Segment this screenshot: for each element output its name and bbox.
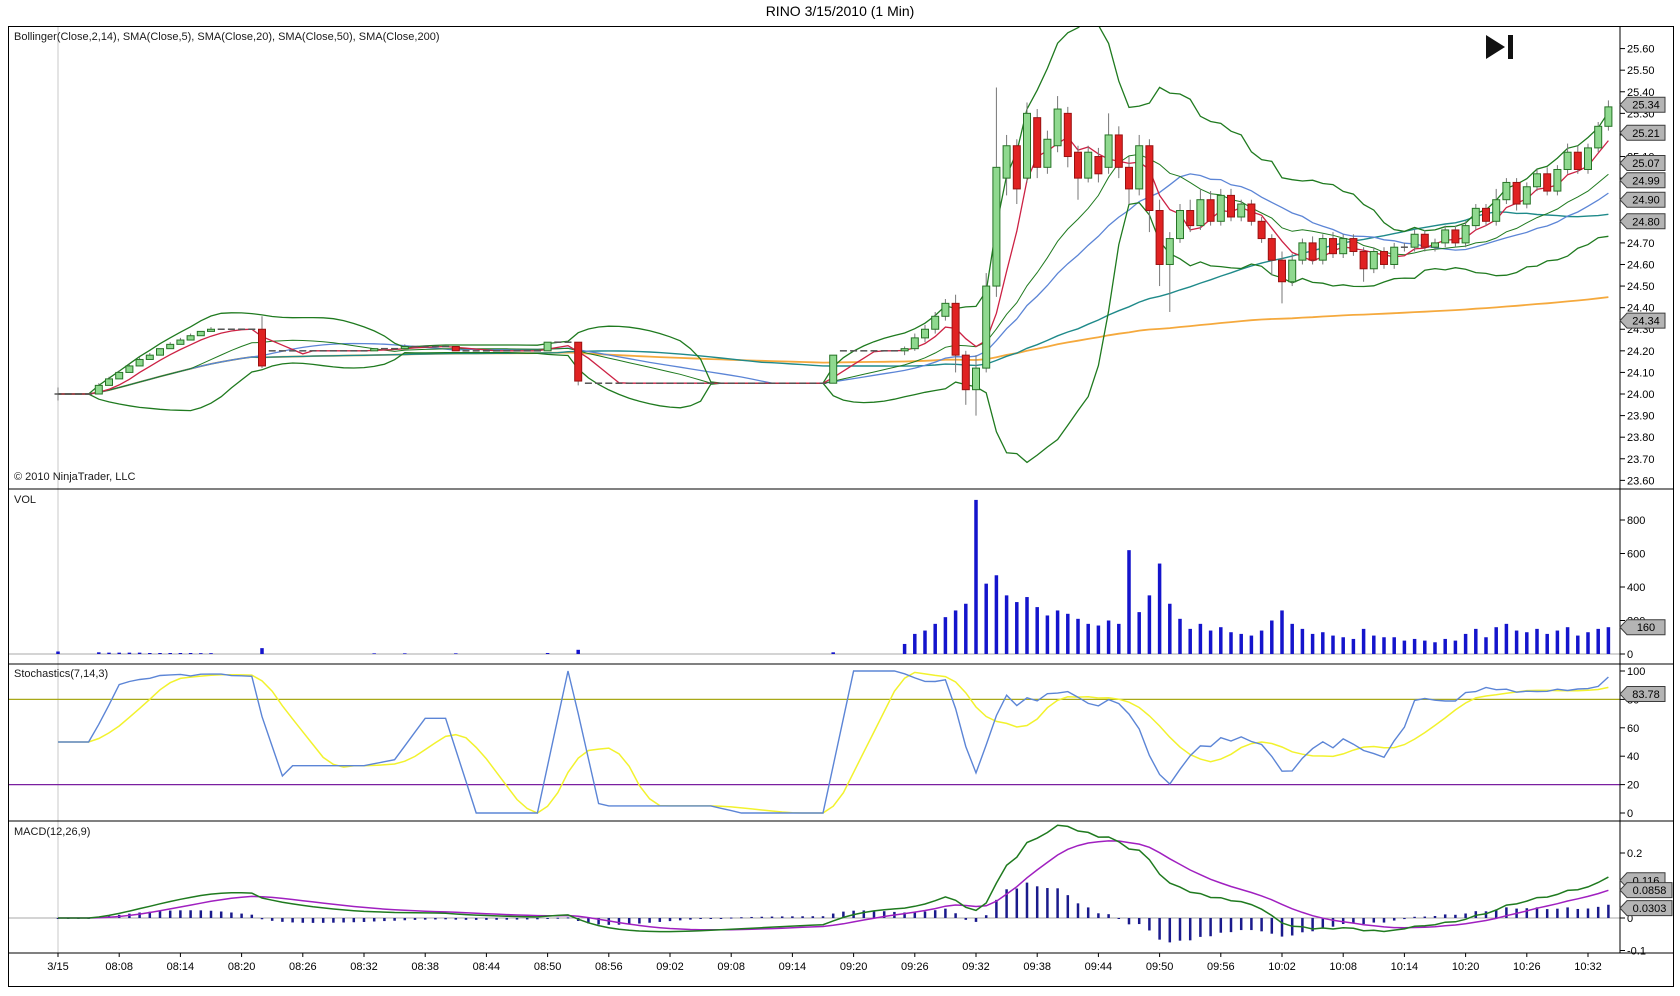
macd-main-line [58, 824, 1609, 933]
svg-text:0: 0 [1627, 913, 1633, 925]
svg-text:09:08: 09:08 [717, 961, 745, 973]
svg-text:25.07: 25.07 [1632, 158, 1660, 170]
svg-text:24.20: 24.20 [1627, 346, 1655, 358]
value-badge [1619, 900, 1673, 917]
svg-text:25.40: 25.40 [1627, 87, 1655, 99]
value-badge [1619, 96, 1666, 113]
chart-frame: 25.6025.5025.4025.3025.2025.1025.0024.90… [8, 26, 1674, 987]
svg-text:400: 400 [1627, 582, 1645, 594]
svg-text:24.34: 24.34 [1632, 316, 1660, 328]
svg-text:09:50: 09:50 [1146, 961, 1174, 973]
value-badge [1619, 686, 1666, 703]
svg-text:24.40: 24.40 [1627, 303, 1655, 315]
svg-text:24.60: 24.60 [1627, 259, 1655, 271]
svg-text:23.70: 23.70 [1627, 454, 1655, 466]
volume-panel-label: VOL [14, 494, 37, 506]
svg-text:23.90: 23.90 [1627, 411, 1655, 423]
play-to-end-icon[interactable] [1486, 35, 1513, 59]
svg-text:09:38: 09:38 [1023, 961, 1051, 973]
svg-text:800: 800 [1627, 515, 1645, 527]
svg-text:10:02: 10:02 [1268, 961, 1296, 973]
value-badge [1619, 213, 1666, 230]
svg-text:0: 0 [1627, 808, 1633, 820]
svg-text:08:44: 08:44 [473, 961, 501, 973]
price-panel[interactable] [58, 27, 1609, 464]
svg-text:25.60: 25.60 [1627, 44, 1655, 56]
svg-text:24.50: 24.50 [1627, 281, 1655, 293]
svg-text:09:20: 09:20 [840, 961, 868, 973]
svg-text:08:20: 08:20 [228, 961, 256, 973]
value-badge [1619, 155, 1666, 172]
svg-text:24.90: 24.90 [1632, 195, 1660, 207]
macd-signal-line [58, 840, 1609, 931]
bollinger-upper-line [58, 27, 1609, 395]
svg-text:10:32: 10:32 [1574, 961, 1602, 973]
svg-text:09:14: 09:14 [779, 961, 807, 973]
svg-text:160: 160 [1637, 622, 1655, 634]
svg-text:24.99: 24.99 [1632, 175, 1660, 187]
svg-text:23.80: 23.80 [1627, 432, 1655, 444]
value-badge [1619, 172, 1666, 189]
svg-text:08:38: 08:38 [411, 961, 439, 973]
svg-text:08:32: 08:32 [350, 961, 378, 973]
svg-text:08:50: 08:50 [534, 961, 562, 973]
svg-text:10:08: 10:08 [1329, 961, 1357, 973]
svg-text:0.2: 0.2 [1627, 848, 1642, 860]
value-badge [1619, 882, 1673, 899]
svg-text:20: 20 [1627, 780, 1639, 792]
svg-text:25.50: 25.50 [1627, 65, 1655, 77]
volume-panel[interactable] [9, 499, 1620, 655]
value-badge [1619, 312, 1666, 329]
svg-text:08:08: 08:08 [105, 961, 133, 973]
svg-text:10:26: 10:26 [1513, 961, 1541, 973]
svg-text:10:14: 10:14 [1391, 961, 1419, 973]
chart-title: RINO 3/15/2010 (1 Min) [765, 3, 915, 19]
stoch-k-line [58, 670, 1609, 814]
svg-text:09:56: 09:56 [1207, 961, 1235, 973]
svg-text:25.34: 25.34 [1632, 100, 1660, 112]
svg-text:08:26: 08:26 [289, 961, 317, 973]
svg-text:09:44: 09:44 [1085, 961, 1113, 973]
svg-text:40: 40 [1627, 751, 1639, 763]
svg-text:0.0858: 0.0858 [1633, 885, 1667, 897]
value-badge [1619, 191, 1666, 208]
axis-value-badges: 25.34 25.21 25.07 24.99 24.90 24.80 24.34 160 83… [1619, 96, 1673, 917]
copyright-text: © 2010 NinjaTrader, LLC [14, 471, 136, 483]
svg-text:0: 0 [1627, 649, 1633, 661]
svg-text:24.00: 24.00 [1627, 389, 1655, 401]
time-axis[interactable]: 3/15 08:08 08:14 08:20 08:26 08:32 08:38 08:44 0… [47, 953, 1602, 973]
stochastics-panel[interactable] [9, 670, 1620, 814]
value-badge [1619, 124, 1666, 141]
stoch-d-line [58, 671, 1609, 814]
svg-text:83.78: 83.78 [1632, 689, 1660, 701]
macd-panel[interactable] [9, 824, 1620, 943]
svg-text:08:14: 08:14 [167, 961, 195, 973]
svg-text:09:26: 09:26 [901, 961, 929, 973]
svg-text:60: 60 [1627, 723, 1639, 735]
candles [54, 87, 1613, 416]
svg-text:100: 100 [1627, 666, 1645, 678]
svg-text:10:20: 10:20 [1452, 961, 1480, 973]
svg-text:-0.1: -0.1 [1627, 946, 1646, 958]
svg-text:09:32: 09:32 [962, 961, 990, 973]
svg-text:08:56: 08:56 [595, 961, 623, 973]
svg-text:23.60: 23.60 [1627, 475, 1655, 487]
svg-text:25.21: 25.21 [1632, 128, 1660, 140]
svg-text:3/15: 3/15 [47, 961, 68, 973]
svg-text:09:02: 09:02 [656, 961, 684, 973]
chart-canvas[interactable]: 25.6025.5025.4025.3025.2025.1025.0024.90… [9, 27, 1673, 986]
svg-text:0.0303: 0.0303 [1633, 903, 1667, 915]
macd-panel-label: MACD(12,26,9) [14, 826, 91, 838]
svg-text:24.80: 24.80 [1632, 216, 1660, 228]
svg-text:24.70: 24.70 [1627, 238, 1655, 250]
svg-text:600: 600 [1627, 549, 1645, 561]
price-panel-indicator-label: Bollinger(Close,2,14), SMA(Close,5), SMA… [14, 31, 440, 43]
bollinger-lower-line [58, 201, 1609, 464]
stochastics-panel-label: Stochastics(7,14,3) [14, 668, 109, 680]
svg-text:24.10: 24.10 [1627, 367, 1655, 379]
value-badge [1619, 619, 1666, 636]
